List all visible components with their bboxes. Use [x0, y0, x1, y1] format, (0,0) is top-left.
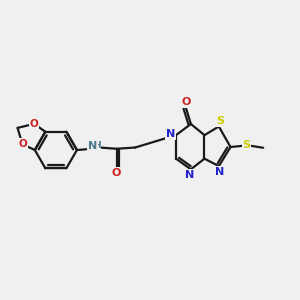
Text: O: O [30, 119, 38, 129]
Text: O: O [111, 168, 121, 178]
Text: O: O [18, 139, 27, 149]
Text: N: N [215, 167, 225, 176]
Text: S: S [216, 116, 224, 126]
Text: N: N [88, 140, 97, 151]
Text: N: N [185, 170, 194, 180]
Text: O: O [181, 98, 190, 107]
Text: N: N [166, 129, 175, 139]
Text: H: H [93, 141, 100, 150]
Text: S: S [243, 140, 250, 150]
